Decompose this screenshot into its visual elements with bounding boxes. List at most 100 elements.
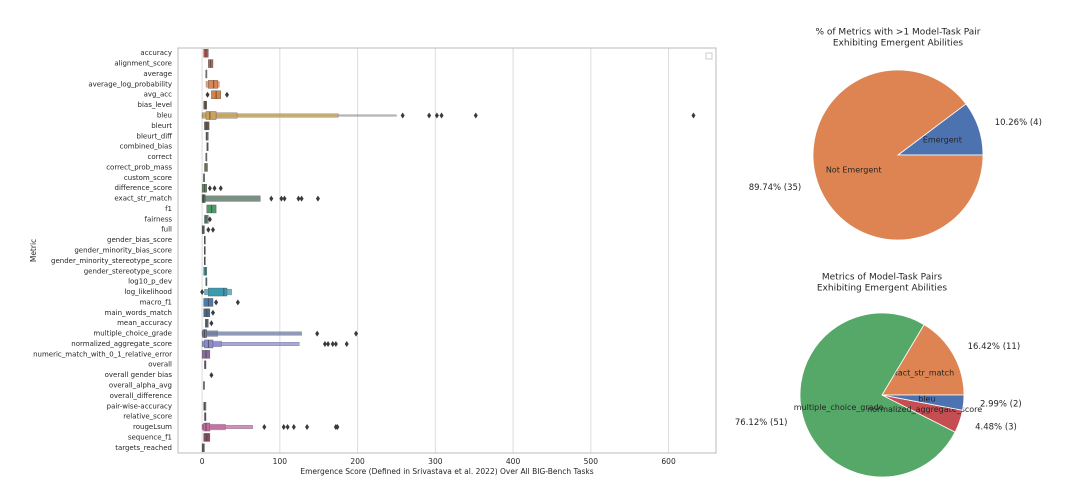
letter-value-box [205, 111, 217, 120]
y-tick-label: correct_prob_mass [106, 163, 172, 171]
wedge-label: multiple_choice_grade [794, 403, 884, 412]
x-tick-label: 300 [428, 457, 443, 466]
wedge-value-label: 10.26% (4) [995, 118, 1042, 128]
y-tick-label: gender_minority_stereotype_score [51, 257, 172, 265]
outlier [335, 424, 340, 431]
outlier [299, 195, 304, 202]
pie-title: % of Metrics with >1 Model-Task Pair [815, 28, 980, 38]
outlier [333, 340, 338, 347]
y-tick-label: rougeLsum [133, 423, 172, 431]
y-tick-label: sequence_f1 [128, 433, 172, 441]
outlier [326, 340, 331, 347]
pie-wedge [799, 312, 956, 478]
wedge-value-label: 2.99% (2) [980, 400, 1022, 410]
pie-subtitle: Exhibiting Emergent Abilities [833, 39, 964, 49]
x-tick-label: 100 [273, 457, 288, 466]
y-tick-label: relative_score [123, 413, 172, 421]
letter-value-box [201, 112, 238, 119]
x-tick-label: 200 [350, 457, 365, 466]
y-tick-label: avg_acc [144, 91, 173, 99]
wedge-label: normalized_aggregate_score [867, 405, 982, 414]
outlier [305, 424, 310, 431]
y-tick-label: macro_f1 [140, 298, 172, 306]
outlier [291, 424, 296, 431]
outlier [473, 112, 478, 119]
y-tick-label: custom_score [124, 174, 172, 182]
y-tick-label: full [161, 226, 172, 234]
wedge-label: Not Emergent [826, 165, 882, 174]
y-tick-label: bleurt [151, 122, 172, 130]
outlier [285, 424, 290, 431]
wedge-label: Emergent [923, 136, 962, 145]
pie-wedge [881, 394, 965, 411]
x-tick-label: 500 [584, 457, 599, 466]
outlier [269, 195, 274, 202]
y-axis-label: Metric [29, 239, 38, 262]
pie-title: Metrics of Model-Task Pairs [822, 273, 943, 283]
y-tick-label: mean_accuracy [117, 319, 172, 327]
y-tick-label: overall_difference [110, 392, 172, 400]
outlier [279, 195, 284, 202]
outlier [282, 195, 287, 202]
outlier [434, 112, 439, 119]
letter-value-box [203, 422, 211, 432]
y-tick-label: fairness [145, 215, 173, 223]
y-tick-label: overall [148, 361, 172, 369]
outlier [439, 112, 444, 119]
y-tick-label: overall gender bias [105, 371, 173, 379]
y-tick-label: bleurt_diff [137, 132, 173, 140]
outlier [210, 226, 215, 233]
y-tick-label: bias_level [138, 101, 173, 109]
outlier [212, 185, 217, 192]
wedge-value-label: 4.48% (3) [975, 422, 1017, 432]
outlier [200, 289, 205, 296]
y-tick-label: f1 [165, 205, 172, 213]
y-tick-label: accuracy [140, 49, 172, 57]
outlier [691, 112, 696, 119]
pie-wedge [812, 69, 984, 241]
outlier [400, 112, 405, 119]
y-tick-label: pair-wise-accuracy [107, 402, 172, 410]
outlier [205, 91, 210, 98]
y-tick-label: multiple_choice_grade [93, 330, 172, 338]
outlier [207, 216, 212, 223]
pie-wedge [881, 324, 965, 396]
outlier [209, 320, 214, 327]
letter-value-box [208, 287, 228, 297]
outlier [262, 424, 267, 431]
outlier [344, 340, 349, 347]
wedge-label: exact_str_match [888, 368, 954, 377]
wedge-label: bleu [918, 395, 935, 404]
wedge-value-label: 89.74% (35) [749, 183, 802, 193]
pie-subtitle: Exhibiting Emergent Abilities [817, 284, 948, 294]
outlier [206, 226, 211, 233]
y-tick-label: average_log_probability [88, 80, 172, 88]
outlier [315, 330, 320, 337]
plot-frame [177, 47, 717, 454]
outlier [210, 309, 215, 316]
y-tick-label: bleu [157, 112, 172, 120]
y-tick-label: alignment_score [114, 60, 172, 68]
outlier [315, 195, 320, 202]
y-tick-label: gender_minority_bias_score [74, 247, 172, 255]
x-tick-label: 0 [200, 457, 205, 466]
outlier [224, 91, 229, 98]
y-tick-label: correct [147, 153, 172, 161]
legend-box [705, 52, 713, 60]
x-tick-label: 600 [661, 457, 676, 466]
outlier [218, 185, 223, 192]
outlier [235, 299, 240, 306]
y-tick-label: combined_bias [120, 143, 173, 151]
outlier [427, 112, 432, 119]
y-tick-label: average [143, 70, 172, 78]
x-tick-label: 400 [506, 457, 521, 466]
y-tick-label: targets_reached [115, 444, 172, 452]
letter-value-box [201, 195, 261, 202]
letter-value-box [201, 330, 218, 337]
y-tick-label: difference_score [115, 184, 172, 192]
outlier [209, 372, 214, 379]
y-tick-label: log10_p_dev [128, 278, 172, 286]
outlier [330, 340, 335, 347]
